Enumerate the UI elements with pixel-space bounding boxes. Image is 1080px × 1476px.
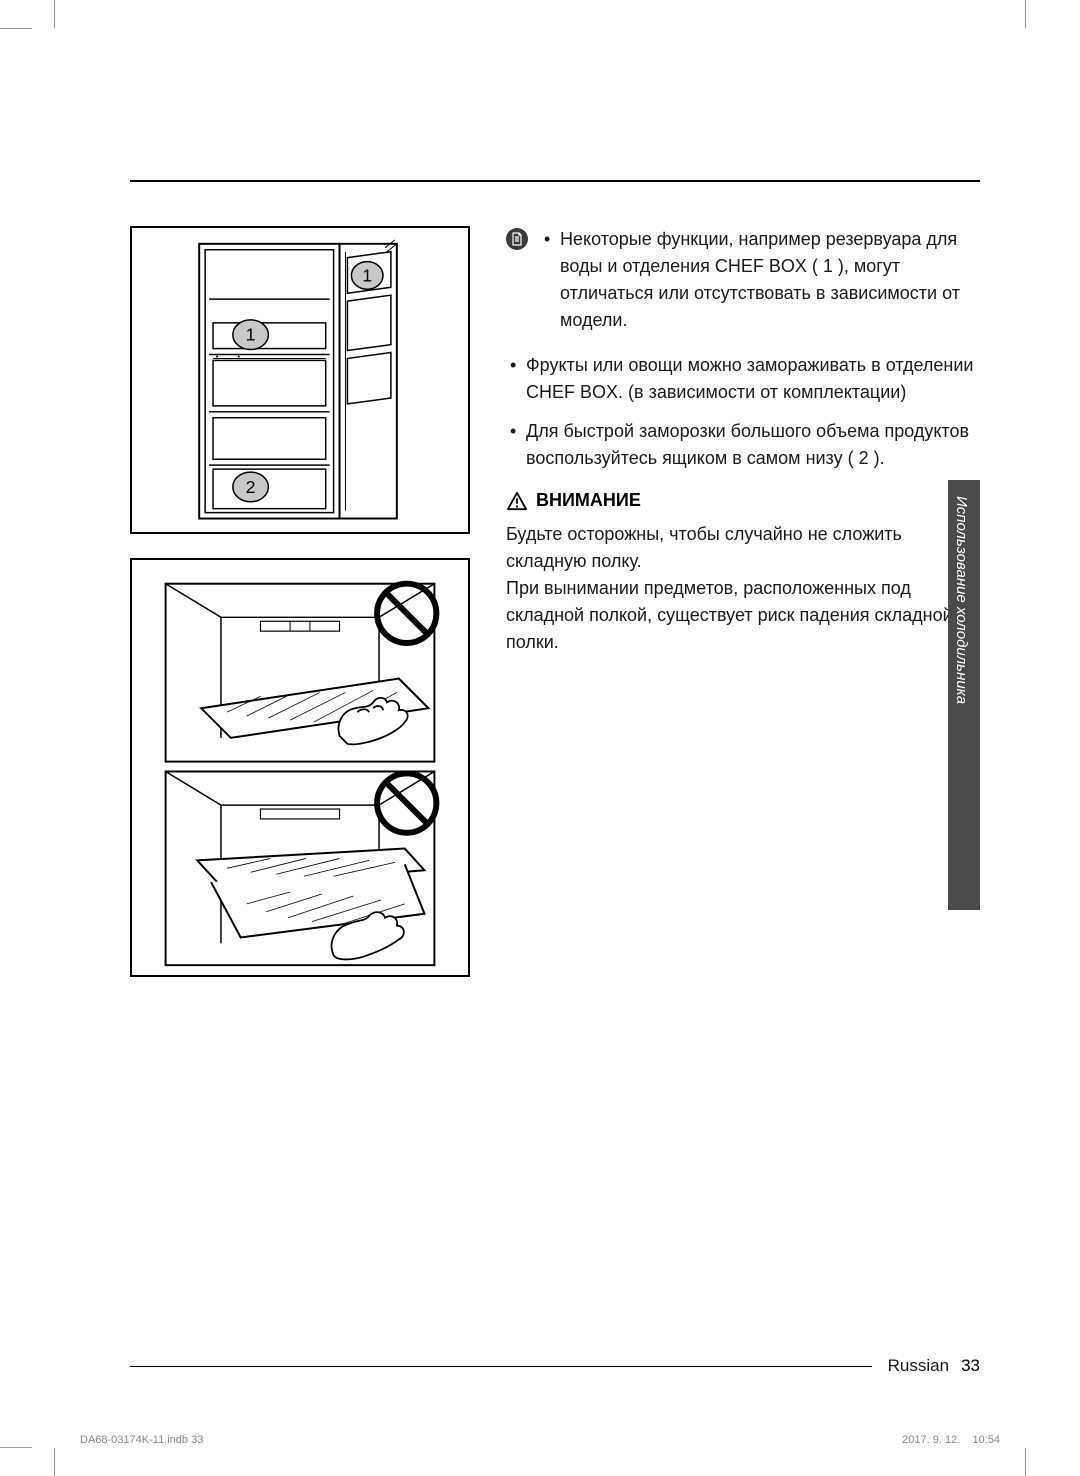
warning-heading: ВНИМАНИЕ: [506, 490, 980, 511]
footer-page: 33: [961, 1356, 980, 1376]
note-icon: [506, 228, 528, 250]
callout-1-box: 1: [246, 325, 256, 345]
warning-icon: [506, 491, 528, 511]
callout-1-door: 1: [362, 265, 372, 285]
fridge-diagram: 1 1 2: [130, 226, 470, 534]
right-column: Некоторые функции, например резервуара д…: [506, 226, 980, 977]
side-tab: Использование холодильника: [948, 480, 980, 910]
footer-lang: Russian: [888, 1356, 949, 1376]
callout-2: 2: [246, 477, 256, 497]
bullet-2: Для быстрой заморозки большого объема пр…: [506, 418, 980, 472]
side-tab-label: Использование холодильника: [953, 496, 970, 704]
bullet-1: Фрукты или овощи можно замораживать в от…: [506, 352, 980, 406]
left-column: 1 1 2: [130, 226, 470, 977]
print-metadata: DA68-03174K-11.indb 33 2017. 9. 12. 10:5…: [80, 1434, 1000, 1446]
print-meta-right: 2017. 9. 12. 10:54: [902, 1434, 1000, 1446]
page-footer: Russian 33: [130, 1356, 980, 1376]
warning-text: Будьте осторожны, чтобы случайно не слож…: [506, 521, 980, 656]
note-bullet-1: Некоторые функции, например резервуара д…: [540, 226, 980, 334]
shelf-warning-diagram: [130, 558, 470, 977]
note-block: Некоторые функции, например резервуара д…: [506, 226, 980, 346]
warning-title: ВНИМАНИЕ: [536, 490, 641, 511]
print-meta-left: DA68-03174K-11.indb 33: [80, 1434, 203, 1446]
page-content: 1 1 2: [130, 180, 980, 1376]
